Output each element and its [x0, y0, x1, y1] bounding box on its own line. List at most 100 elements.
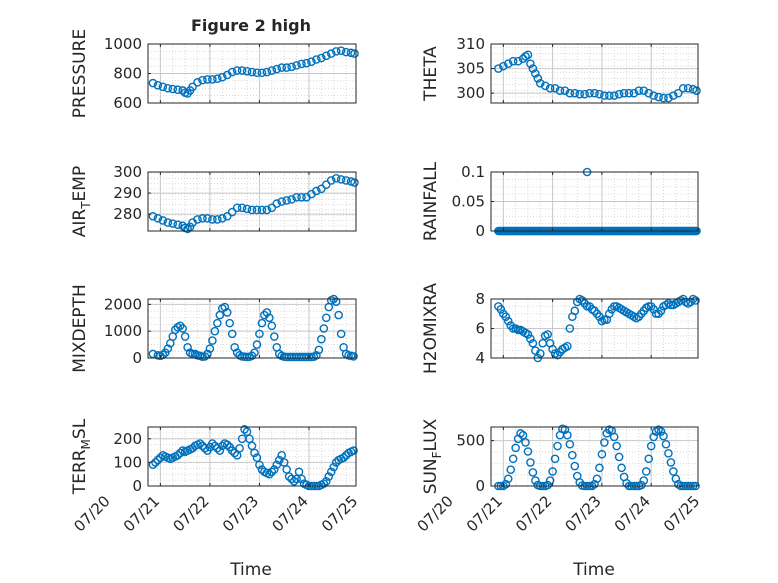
data-point [274, 455, 284, 465]
data-point [222, 308, 232, 317]
data-point [289, 476, 299, 486]
data-point [346, 48, 356, 58]
data-point [331, 174, 341, 183]
data-point [297, 59, 306, 69]
data-point [257, 68, 267, 78]
y-axis-label-suffix: EMP [70, 166, 90, 202]
data-point [260, 310, 269, 320]
data-point [336, 46, 346, 55]
data-point [230, 448, 239, 458]
data-point [237, 203, 247, 213]
data-point [302, 58, 311, 68]
data-point [250, 448, 259, 458]
data-point [213, 443, 222, 453]
data-point [200, 443, 210, 453]
data-point [242, 204, 252, 214]
data-point [208, 215, 217, 224]
data-point [326, 176, 336, 185]
subplot-3: 280 290 300 AIRTEMP [70, 163, 359, 238]
data-point [314, 345, 324, 355]
data-point [624, 88, 634, 98]
data-point [531, 69, 540, 78]
data-point [609, 91, 619, 100]
data-point [168, 84, 178, 94]
data-point [565, 324, 575, 333]
data-point [217, 214, 227, 223]
data-point [297, 474, 306, 484]
data-point [533, 74, 543, 83]
data-point [629, 88, 639, 98]
data-point [540, 81, 550, 91]
data-point [691, 296, 700, 305]
y-tick-label: 0.1 [461, 163, 485, 181]
data-point [277, 63, 287, 72]
data-point [543, 330, 552, 339]
data-point [609, 432, 619, 442]
data-point [518, 430, 528, 440]
y-axis-label-main: AIR [70, 209, 90, 238]
data-point [661, 439, 671, 449]
y-axis-label: TERRMSL [70, 418, 93, 495]
data-point [503, 474, 513, 484]
y-axis-label: PRESSURE [70, 29, 90, 118]
data-point [227, 67, 237, 77]
data-point [649, 91, 658, 100]
y-tick-label: 800 [113, 65, 142, 83]
data-point [496, 305, 506, 314]
data-point [499, 61, 508, 71]
data-point [553, 441, 562, 451]
data-point [656, 427, 666, 436]
data-point [252, 205, 262, 215]
data-point [654, 92, 663, 102]
y-axis-label-main: RAINFALL [421, 161, 441, 241]
data-point [215, 446, 225, 455]
data-point [526, 59, 535, 68]
data-point [213, 215, 222, 224]
data-point [222, 440, 232, 450]
data-point [656, 306, 666, 316]
axes-box [490, 426, 699, 487]
data-point [227, 446, 237, 455]
data-point [203, 75, 212, 84]
data-point [148, 211, 158, 221]
data-point [193, 215, 202, 224]
subplot-4: 0 0.05 0.1 RAINFALL [421, 161, 701, 241]
y-axis-label: MIXDEPTH [70, 284, 90, 373]
data-point [349, 446, 358, 455]
data-point [580, 89, 589, 99]
data-point [272, 199, 282, 208]
data-point [563, 341, 572, 351]
data-point [205, 344, 215, 353]
data-point [255, 329, 264, 339]
y-axis-label: THETA [421, 46, 441, 102]
data-point [600, 438, 609, 447]
data-point [600, 91, 609, 100]
data-point [153, 455, 163, 465]
data-point [503, 316, 513, 326]
data-point [659, 93, 668, 103]
data-point [324, 472, 334, 481]
data-point [210, 326, 220, 336]
data-point [634, 86, 644, 96]
data-point [178, 324, 187, 333]
x-axis-label-left: Time [229, 560, 272, 580]
data-point [183, 342, 192, 352]
data-point [183, 224, 192, 234]
data-point [208, 336, 217, 345]
data-point [173, 451, 183, 460]
data-point [203, 214, 212, 223]
data-point [654, 425, 663, 435]
data-point [267, 321, 277, 331]
data-point [163, 218, 173, 227]
data-point [247, 205, 257, 215]
data-point [570, 88, 580, 98]
y-tick-label: 1000 [104, 322, 142, 340]
data-point [247, 67, 257, 77]
y-axis-label-suffix: SL [70, 418, 90, 439]
y-tick-label: 4 [475, 349, 485, 367]
data-point [265, 469, 274, 479]
data-point [526, 458, 535, 467]
data-point [501, 312, 511, 322]
data-point [666, 458, 676, 467]
